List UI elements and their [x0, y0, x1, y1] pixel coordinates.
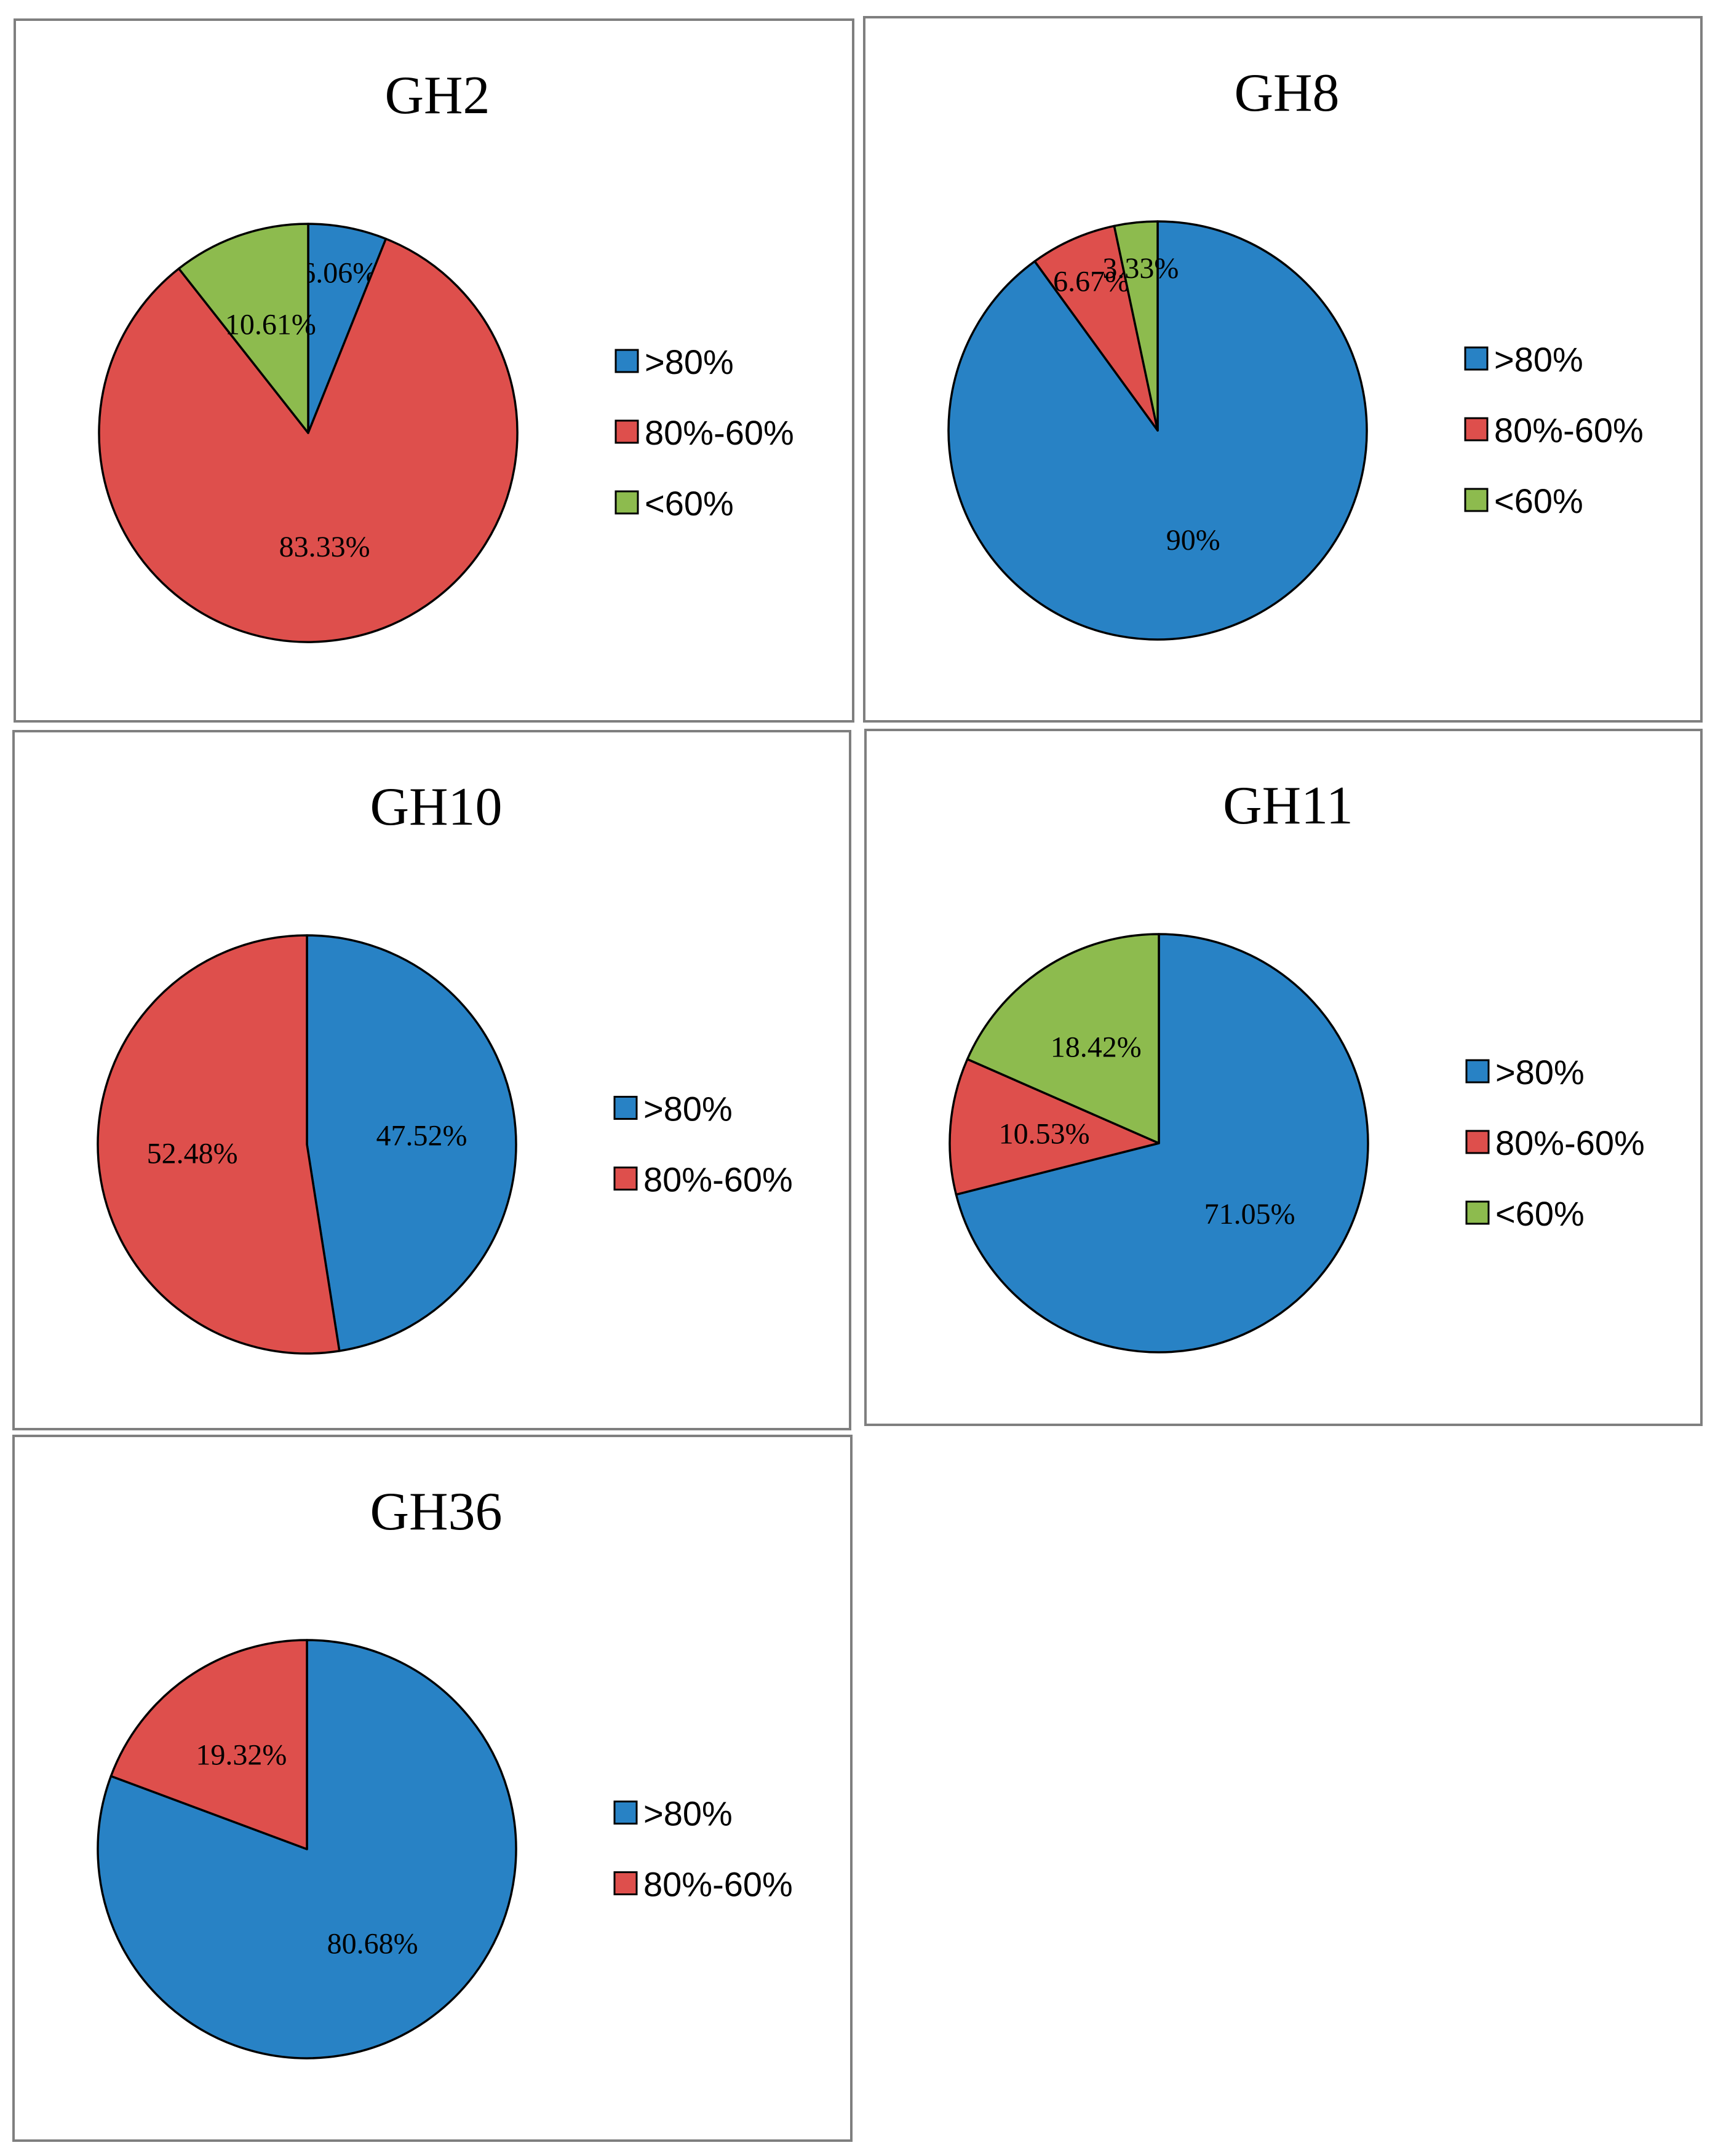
pie-slice-80-60	[98, 237, 519, 643]
pie-slice-gt-80	[307, 223, 388, 434]
legend-label-gt-80: >80%	[1495, 1053, 1585, 1092]
chart-title: GH2	[384, 66, 490, 125]
legend-label-gt-80: >80%	[1494, 340, 1583, 379]
pie-slice-80-60	[949, 1058, 1160, 1196]
pie-slice-gt-80	[955, 933, 1369, 1353]
slice-data-label: 19.32%	[196, 1738, 287, 1771]
pie-slice-gt-80	[306, 934, 517, 1352]
legend-swatch-lt-60	[1464, 488, 1489, 512]
slice-data-label: 90%	[1166, 524, 1220, 557]
legend-swatch-gt-80	[1465, 1059, 1490, 1084]
chart-panel-gh2: GH2 6.06% 83.33% 10.61% >80% 80%-60% <60%	[14, 18, 854, 723]
legend-swatch-80-60	[1465, 1130, 1490, 1154]
legend-label-gt-80: >80%	[643, 1794, 733, 1833]
pie-chart-svg: GH10 47.52% 52.48% >80% 80%-60%	[97, 777, 793, 1355]
pie-slice-lt-60	[1113, 220, 1159, 432]
legend-swatch-gt-80	[613, 1096, 638, 1120]
legend-swatch-80-60	[613, 1871, 638, 1895]
pie-slice-80-60	[97, 934, 341, 1355]
legend-label-80-60: 80%-60%	[643, 1865, 793, 1904]
chart-title: GH8	[1234, 63, 1339, 123]
legend-label-80-60: 80%-60%	[1495, 1124, 1645, 1162]
chart-panel-gh36: GH36 80.68% 19.32% >80% 80%-60%	[12, 1435, 853, 2142]
slice-data-label: 6.06%	[301, 257, 377, 290]
legend-label-80-60: 80%-60%	[643, 1160, 793, 1199]
legend-swatch-lt-60	[614, 490, 639, 515]
slice-data-label: 80.68%	[327, 1928, 418, 1960]
legend-label-gt-80: >80%	[643, 1090, 733, 1128]
pie-slice-lt-60	[178, 223, 309, 434]
legend-label-80-60: 80%-60%	[645, 413, 794, 452]
slice-data-label: 10.53%	[999, 1118, 1090, 1151]
slice-data-label: 71.05%	[1204, 1198, 1295, 1231]
legend-swatch-80-60	[614, 419, 639, 444]
chart-panel-gh8: GH8 90% 6.67% 3.33% >80% 80%-60% <60%	[863, 16, 1703, 723]
legend-swatch-80-60	[613, 1167, 638, 1191]
chart-title: GH11	[1223, 776, 1353, 836]
chart-title: GH36	[370, 1482, 502, 1542]
legend-swatch-lt-60	[1465, 1200, 1490, 1225]
pie-slice-80-60	[109, 1639, 308, 1850]
slice-data-label: 47.52%	[376, 1119, 467, 1152]
slice-data-label: 52.48%	[147, 1138, 238, 1170]
legend-label-lt-60: <60%	[1494, 482, 1583, 520]
legend-label-gt-80: >80%	[645, 343, 734, 381]
pie-chart-svg: GH36 80.68% 19.32% >80% 80%-60%	[97, 1482, 793, 2059]
slice-data-label: 10.61%	[225, 308, 316, 341]
slice-data-label: 6.67%	[1053, 266, 1129, 298]
pie-slice-80-60	[1033, 224, 1159, 432]
chart-title: GH10	[370, 777, 502, 837]
legend-swatch-gt-80	[1464, 346, 1489, 371]
legend-swatch-80-60	[1464, 417, 1489, 442]
legend-swatch-gt-80	[613, 1801, 638, 1825]
legend-label-80-60: 80%-60%	[1494, 411, 1644, 450]
pie-chart-svg: GH2 6.06% 83.33% 10.61% >80% 80%-60% <60%	[98, 66, 794, 643]
legend-label-lt-60: <60%	[645, 484, 734, 523]
pie-slice-lt-60	[966, 933, 1160, 1144]
chart-panel-gh10: GH10 47.52% 52.48% >80% 80%-60%	[12, 730, 851, 1430]
pie-chart-svg: GH11 71.05% 10.53% 18.42% >80% 80%-60% <60%	[949, 776, 1645, 1353]
legend-label-lt-60: <60%	[1495, 1194, 1585, 1233]
slice-data-label: 83.33%	[279, 531, 370, 563]
slice-data-label: 3.33%	[1102, 252, 1179, 285]
chart-panel-gh11: GH11 71.05% 10.53% 18.42% >80% 80%-60% <60%	[864, 729, 1703, 1426]
pie-chart-svg: GH8 90% 6.67%3.33% >80% 80%-60% <60%	[947, 63, 1644, 641]
legend-swatch-gt-80	[614, 349, 639, 373]
slice-data-label: 18.42%	[1051, 1031, 1142, 1063]
